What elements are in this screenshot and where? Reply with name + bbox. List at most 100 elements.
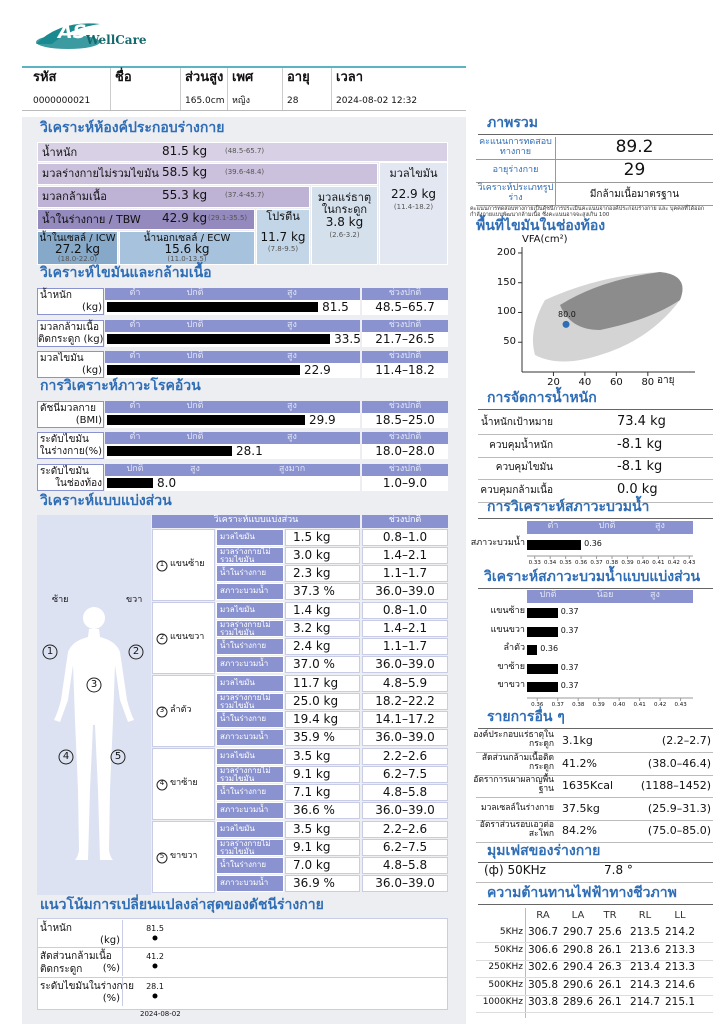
impedance-value: 213.5 [629, 926, 661, 938]
x-tick-label: 0.36 [531, 702, 544, 708]
x-tick-label: 0.38 [572, 702, 585, 708]
segment-range: 36.0–39.0 [375, 584, 435, 598]
composition-cell [379, 162, 448, 265]
trend-dot [152, 935, 158, 941]
segment-row-label: มวลไขมัน [220, 605, 255, 614]
scale-label: สูง [287, 401, 297, 411]
segment-number: 3 [159, 706, 165, 714]
section-title: ความต้านทานไฟฟ้าทางชีวภาพ [487, 885, 677, 901]
wc-row-line [478, 501, 713, 503]
scale-label: ต่ำ [129, 432, 141, 442]
edema-label: ลำตัว [503, 643, 525, 653]
segment-row-label: สภาวะบวมน้ำ [220, 878, 269, 887]
section-title: การวิเคราะห์สภาวะบวมน้ำ [487, 499, 650, 515]
row-label: (kg) [82, 365, 102, 376]
trend-dot [152, 993, 158, 999]
composition-label: มวลไขมัน [389, 167, 438, 180]
segment-value-cell [285, 602, 360, 619]
segment-header [152, 515, 360, 528]
segment-range-cell [362, 766, 448, 783]
x-tick-label: 0.41 [652, 560, 665, 566]
trend-label-divider [122, 920, 123, 948]
wc-label: น้ำหนักเป้าหมาย [481, 417, 553, 428]
overview-divider [555, 183, 556, 205]
impedance-value: 213.3 [664, 961, 696, 973]
range-header-label: ช่วงปกติ [388, 288, 422, 298]
x-tick-label: 0.40 [613, 702, 626, 708]
segment-number: 4 [62, 751, 70, 762]
scale-label: สูง [287, 351, 297, 361]
section-title: การจัดการน้ำหนัก [487, 390, 597, 406]
scale-header [105, 401, 360, 413]
x-tick-label: 0.37 [590, 560, 603, 566]
bar-value: 81.5 [322, 300, 349, 314]
other-range: (75.0–85.0) [647, 824, 711, 837]
scale-header [105, 432, 360, 444]
scale-label: สูง [655, 521, 665, 531]
segment-marker [86, 677, 102, 693]
scale-label: ปกติ [539, 590, 557, 600]
impedance-column: TR [603, 910, 617, 921]
impedance-row-line [476, 942, 713, 943]
segment-value-cell [285, 547, 360, 564]
segment-range: 18.2–22.2 [375, 694, 435, 708]
segment-row-label: น้ำในร่างกาย [220, 568, 267, 577]
range-header-label: ช่วงปกติ [388, 432, 422, 442]
composition-label: มวลร่างกายไม่รวมไขมัน [42, 167, 159, 180]
y-tick-label: 150 [496, 276, 516, 288]
segment-name-cell [152, 675, 215, 747]
bar [107, 302, 319, 312]
segment-row-label-cell [216, 638, 284, 655]
edema-label: ขาซ้าย [497, 661, 525, 672]
y-axis-label: VFA(cm²) [522, 234, 568, 245]
segment-number: 2 [132, 646, 140, 657]
range-value: 1.0–9.0 [382, 476, 428, 490]
wc-label: ควบคุมไขมัน [495, 462, 553, 473]
impedance-divider [525, 908, 526, 1018]
row-label: ดัชนีมวลกาย [40, 403, 96, 414]
row-label: ระดับไขมัน [40, 466, 89, 477]
impedance-value: 289.6 [562, 996, 594, 1008]
composition-cell [37, 209, 255, 230]
title-underline [478, 728, 713, 729]
composition-value: 55.3 kg [162, 188, 208, 202]
other-range: (25.9–31.3) [647, 801, 711, 815]
segment-name-cell [152, 529, 215, 601]
other-value: 84.2% [562, 824, 597, 837]
composition-value: 27.2 kg [54, 242, 101, 256]
scale-label: ปกติ [598, 521, 616, 531]
body-silhouette [54, 629, 134, 860]
segment-row-label-cell [216, 748, 284, 765]
segment-value: 36.9 % [293, 876, 335, 890]
segment-value: 2.3 kg [293, 566, 331, 580]
impedance-value: 26.1 [598, 996, 622, 1008]
section-title: วิเคราะห์แบบแบ่งส่วน [40, 493, 172, 509]
segment-range: 36.0–39.0 [375, 803, 435, 817]
overview-value: 29 [623, 160, 646, 180]
x-axis-label: อายุ [657, 375, 675, 386]
section-title: การวิเคราะห์ภาวะโรคอ้วน [40, 378, 201, 394]
segment-marker [156, 852, 168, 864]
segment-value-cell [285, 565, 360, 582]
title-underline [478, 409, 713, 410]
row-label: มวลไขมัน [40, 353, 84, 364]
composition-label: น้ำนอกเซลล์ / ECW [143, 233, 231, 244]
bar-value: 0.37 [560, 607, 579, 616]
segment-row-label-cell [216, 656, 284, 673]
segment-range: 14.1–17.2 [375, 712, 435, 726]
scale-label: สูงมาก [278, 464, 306, 474]
segment-value: 3.5 kg [293, 822, 331, 836]
row-label: ในร่างกาย(%) [39, 446, 102, 457]
composition-label: มวลกล้ามเนื้อ [42, 190, 107, 203]
segment-value-cell [285, 638, 360, 655]
segment-range: 1.1–1.7 [382, 566, 428, 580]
scale-label: สูง [650, 590, 660, 600]
title-underline [478, 518, 713, 519]
body-head [83, 607, 105, 629]
section-title: วิเคราะห์ห้องค์ประกอบร่างกาย [40, 120, 225, 136]
wc-label: ควบคุมน้ำหนัก [489, 439, 553, 451]
bar-value: 0.37 [560, 662, 579, 672]
segment-range-cell [362, 784, 448, 801]
segment-number: 3 [90, 679, 98, 690]
